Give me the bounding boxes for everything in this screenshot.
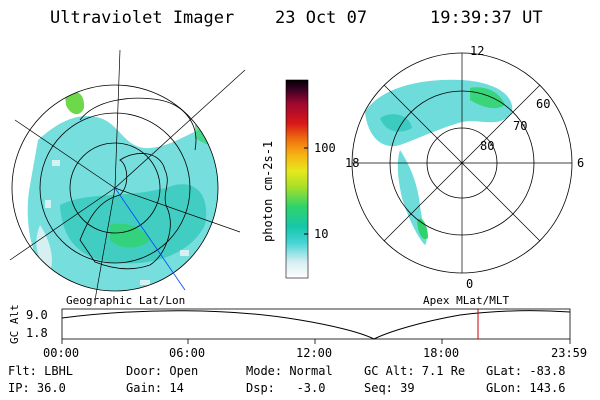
status-ip: IP: 36.0	[8, 381, 66, 395]
date-label: 23 Oct 07	[275, 8, 368, 28]
mlat-label-70: 70	[513, 119, 528, 133]
altitude-ytick-bottom: 1.8	[26, 326, 48, 340]
mlt-label-6: 6	[577, 156, 585, 170]
colorbar-tick-10: 10	[314, 227, 329, 241]
geographic-map	[9, 49, 246, 301]
geographic-map-title: Geographic Lat/Lon	[66, 294, 186, 307]
instrument-title: Ultraviolet Imager	[50, 8, 235, 28]
altitude-ytick-top: 9.0	[26, 308, 48, 322]
xtick-2359: 23:59	[551, 346, 588, 360]
mlt-label-0: 0	[466, 277, 474, 291]
colorbar-tick-100: 100	[314, 141, 336, 155]
status-mode: Mode: Normal	[246, 364, 333, 378]
xtick-0600: 06:00	[169, 346, 206, 360]
status-seq: Seq: 39	[364, 381, 415, 395]
status-gc-alt: GC Alt: 7.1 Re	[364, 364, 466, 378]
altitude-ylabel: GC Alt	[8, 304, 21, 344]
status-filter: Flt: LBHL	[8, 364, 74, 378]
colorbar-unit-label: photon cm-2s-1	[261, 140, 275, 242]
xtick-1800: 18:00	[423, 346, 460, 360]
xtick-0000: 00:00	[43, 346, 80, 360]
status-glat: GLat: -83.8	[486, 364, 566, 378]
mlt-label-12: 12	[470, 44, 485, 58]
mlat-label-60: 60	[536, 97, 551, 111]
status-gain: Gain: 14	[126, 381, 184, 395]
xtick-1200: 12:00	[296, 346, 333, 360]
status-glon: GLon: 143.6	[486, 381, 566, 395]
magnetic-polar-plot	[351, 52, 573, 274]
time-label: 19:39:37 UT	[430, 8, 543, 28]
mlat-label-80: 80	[480, 139, 495, 153]
mlt-label-18: 18	[345, 156, 360, 170]
status-dsp: Dsp: -3.0	[246, 381, 326, 395]
colorbar	[285, 79, 309, 279]
magnetic-plot-title: Apex MLat/MLT	[423, 294, 510, 307]
altitude-plot	[61, 308, 571, 344]
status-door: Door: Open	[126, 364, 199, 378]
